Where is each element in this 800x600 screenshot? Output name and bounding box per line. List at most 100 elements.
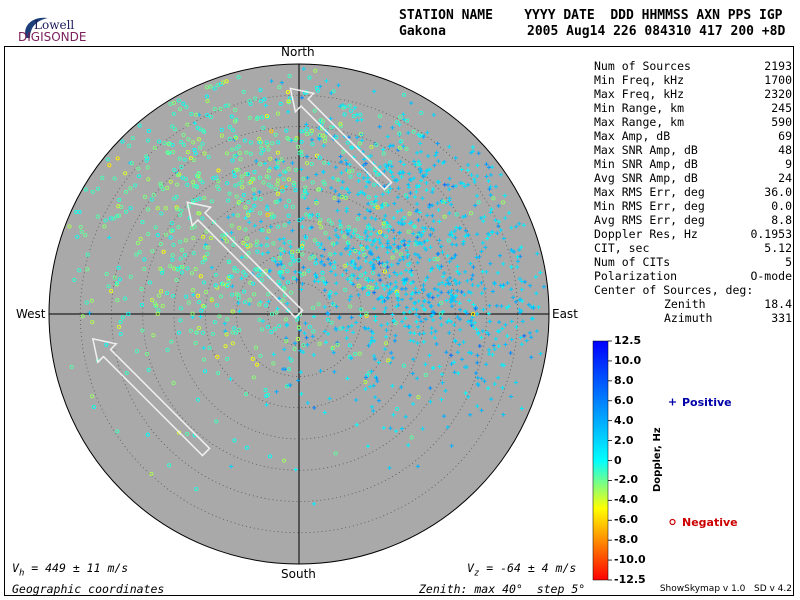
source-negative	[247, 181, 252, 186]
source-positive	[529, 355, 534, 360]
source-positive	[536, 305, 541, 310]
source-negative	[370, 270, 376, 275]
source-negative	[261, 125, 266, 130]
source-positive	[519, 406, 524, 411]
source-positive	[284, 184, 289, 189]
source-negative	[145, 165, 150, 170]
source-negative	[406, 262, 411, 267]
source-positive	[322, 329, 327, 334]
source-positive	[321, 169, 326, 174]
source-negative	[150, 249, 155, 254]
source-negative	[285, 280, 290, 285]
source-negative	[179, 208, 184, 213]
source-positive	[417, 184, 422, 189]
source-negative	[224, 332, 229, 337]
source-positive	[447, 211, 452, 216]
source-positive	[344, 228, 349, 233]
source-positive	[333, 189, 338, 194]
source-positive	[436, 180, 441, 185]
source-positive	[366, 222, 371, 227]
source-positive	[498, 227, 503, 232]
source-positive	[368, 209, 373, 214]
source-positive	[437, 364, 442, 369]
source-positive	[382, 217, 387, 222]
source-positive	[404, 292, 409, 297]
source-positive	[279, 262, 284, 267]
source-positive	[487, 351, 492, 356]
source-negative	[284, 128, 289, 133]
source-positive	[421, 286, 426, 291]
source-negative	[279, 157, 284, 162]
source-positive	[415, 235, 420, 240]
source-positive	[455, 269, 460, 274]
source-positive	[411, 357, 416, 362]
source-negative	[300, 244, 305, 249]
source-positive	[534, 329, 539, 334]
source-negative	[202, 151, 207, 156]
source-positive	[322, 288, 327, 293]
source-positive	[430, 266, 435, 271]
source-negative	[385, 223, 390, 229]
source-negative	[346, 224, 351, 230]
source-negative	[179, 270, 185, 275]
source-negative	[89, 298, 94, 303]
source-positive	[411, 307, 416, 312]
source-positive	[494, 303, 499, 308]
source-positive	[359, 117, 364, 122]
source-negative	[375, 205, 380, 210]
source-positive	[461, 214, 466, 219]
source-positive	[491, 343, 496, 348]
source-positive	[466, 163, 471, 168]
center-title: Center of Sources, deg:	[594, 283, 754, 297]
source-negative	[225, 181, 230, 186]
source-negative	[343, 287, 348, 292]
source-positive	[397, 171, 402, 176]
velocity-arrow	[91, 337, 211, 457]
source-positive	[441, 309, 446, 314]
source-positive	[385, 296, 390, 301]
source-positive	[386, 291, 391, 296]
source-positive	[503, 342, 508, 347]
source-positive	[340, 179, 345, 184]
source-positive	[336, 199, 341, 204]
source-positive	[364, 179, 369, 184]
source-negative	[246, 212, 251, 218]
source-positive	[345, 245, 350, 250]
stat-row: Min Freq, kHz 1700	[594, 73, 792, 87]
source-negative	[166, 151, 171, 156]
source-positive	[424, 180, 429, 185]
source-positive	[375, 379, 380, 384]
source-positive	[486, 165, 491, 170]
source-negative	[83, 233, 88, 238]
source-negative	[286, 367, 292, 372]
source-positive	[415, 150, 420, 155]
source-positive	[402, 117, 407, 122]
source-negative	[242, 138, 247, 143]
source-positive	[392, 236, 397, 241]
stat-label: Num of Sources	[594, 59, 691, 73]
source-positive	[395, 195, 400, 200]
source-positive	[448, 297, 453, 302]
source-positive	[379, 294, 384, 299]
source-positive	[339, 159, 344, 164]
source-positive	[496, 344, 501, 349]
source-negative	[145, 156, 150, 161]
source-negative	[171, 100, 176, 105]
source-positive	[380, 299, 385, 304]
source-positive	[455, 350, 460, 355]
source-positive	[427, 205, 432, 210]
source-positive	[373, 237, 378, 242]
source-positive	[390, 383, 395, 388]
source-negative	[218, 294, 224, 299]
source-positive	[395, 209, 400, 214]
source-negative	[205, 113, 210, 118]
source-negative	[216, 179, 221, 184]
source-negative	[291, 276, 297, 281]
stat-label: Num of CITs	[594, 255, 671, 269]
source-negative	[296, 258, 301, 263]
source-negative	[104, 342, 109, 347]
stat-value: 36.0	[764, 185, 792, 199]
colorbar-tick-label: -8.0	[614, 533, 639, 547]
source-negative	[331, 89, 336, 94]
source-positive	[402, 221, 407, 226]
